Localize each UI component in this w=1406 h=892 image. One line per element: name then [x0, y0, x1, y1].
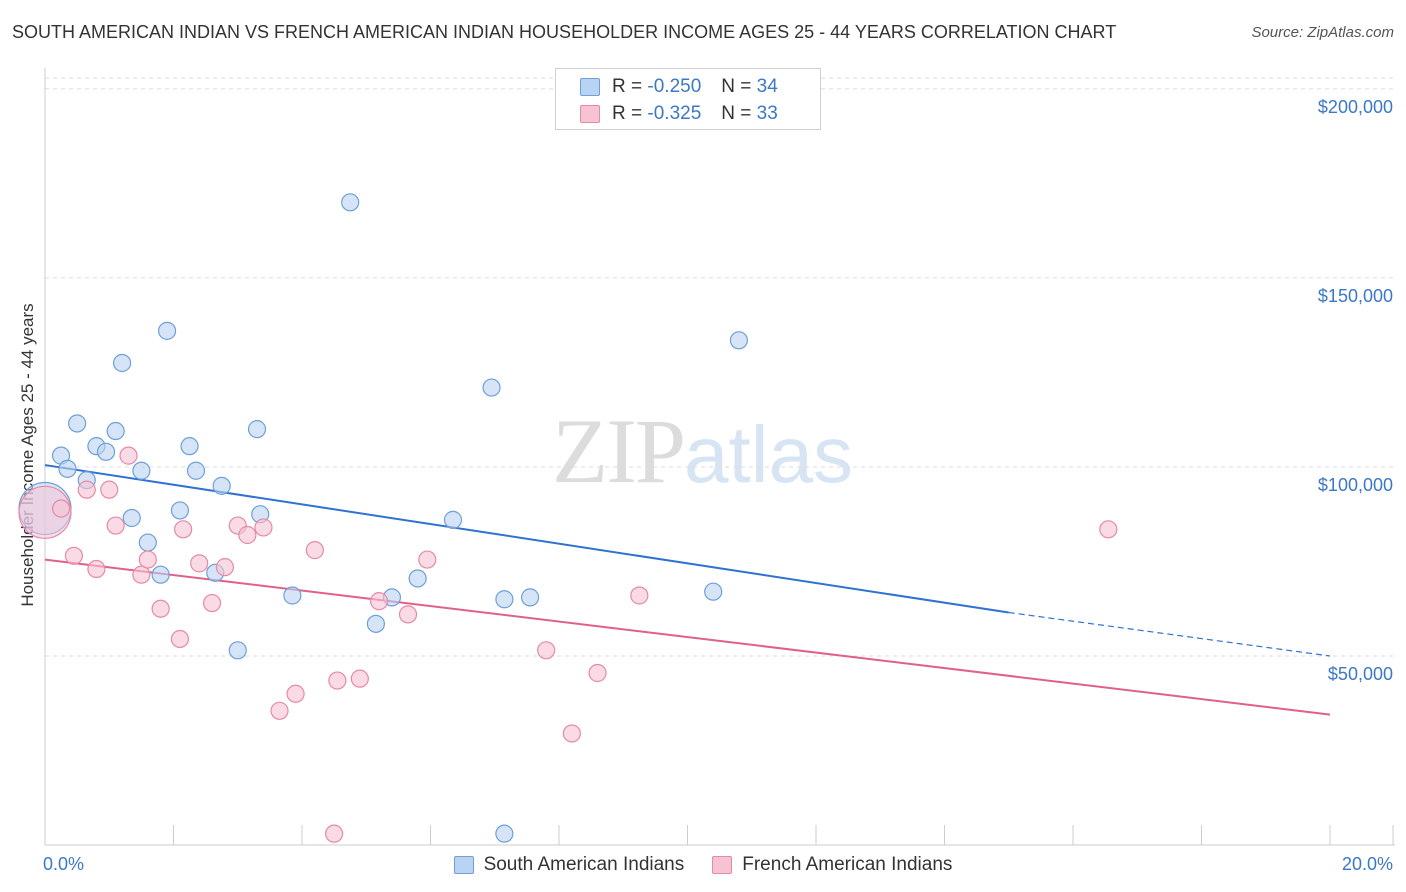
legend-row-french-american: R = -0.325 N = 33 — [580, 102, 778, 126]
y-tick-label: $200,000 — [1318, 97, 1393, 117]
data-point-blue — [247, 420, 267, 439]
data-point-pink — [305, 541, 324, 560]
data-point-pink — [106, 516, 125, 535]
n-label: N = — [721, 76, 752, 97]
data-point-blue — [341, 193, 360, 212]
x-tick-label: 0.0% — [43, 854, 84, 874]
data-point-blue — [106, 421, 125, 441]
y-tick-label: $100,000 — [1318, 475, 1393, 495]
trend-line-blue — [44, 464, 1009, 614]
axis-layer — [44, 68, 1395, 846]
data-point-pink — [286, 684, 305, 703]
n-value: 34 — [756, 76, 778, 97]
y-tick-label: $150,000 — [1318, 286, 1393, 306]
series-legend: South American Indians French American I… — [0, 852, 1406, 878]
trend-line-pink — [44, 558, 1331, 716]
data-point-pink — [51, 499, 71, 518]
x-tick-label: 20.0% — [1342, 854, 1393, 874]
data-point-blue — [212, 476, 231, 495]
data-point-pink — [100, 480, 119, 499]
data-point-blue — [151, 565, 170, 584]
data-point-blue — [122, 508, 141, 528]
r-label: R = — [612, 76, 643, 97]
data-point-blue — [704, 582, 723, 601]
data-point-pink — [418, 550, 437, 569]
trend-line-extension-blue — [1008, 611, 1331, 657]
data-point-blue — [495, 824, 514, 843]
legend-label: South American Indians — [483, 854, 685, 875]
source-label: Source: ZipAtlas.com — [1251, 24, 1394, 41]
legend-row-south-american: R = -0.250 N = 34 — [580, 75, 778, 99]
data-point-blue — [366, 614, 385, 633]
data-point-pink — [270, 701, 289, 720]
data-point-blue — [495, 590, 514, 609]
trend-layer — [44, 464, 1331, 716]
blue-swatch — [453, 856, 474, 874]
stats-legend: R = -0.250 N = 34 R = -0.325 N = 33 — [555, 68, 821, 130]
data-point-pink — [350, 669, 369, 688]
r-value: -0.250 — [647, 76, 702, 97]
data-point-blue — [186, 461, 206, 480]
y-tick-label: $50,000 — [1328, 664, 1393, 684]
data-point-pink — [328, 671, 347, 690]
legend-label: French American Indians — [742, 854, 953, 875]
data-point-blue — [96, 442, 116, 461]
data-point-pink — [588, 663, 607, 683]
data-point-blue — [228, 641, 247, 660]
data-point-pink — [119, 446, 138, 465]
data-point-blue — [157, 321, 177, 340]
data-point-blue — [283, 586, 302, 605]
data-point-pink — [190, 554, 209, 573]
data-point-pink — [562, 724, 581, 743]
pink-swatch — [712, 856, 733, 874]
data-point-pink — [238, 525, 257, 545]
data-point-pink — [325, 824, 344, 843]
data-point-blue — [180, 437, 199, 456]
data-point-pink — [398, 605, 418, 624]
data-point-pink — [138, 550, 157, 569]
r-label: R = — [612, 103, 643, 124]
data-point-blue — [68, 414, 87, 433]
point-layer — [18, 193, 1118, 843]
data-point-pink — [630, 586, 649, 605]
data-point-pink — [87, 559, 106, 579]
data-point-blue — [408, 569, 427, 588]
data-point-pink — [202, 593, 222, 613]
r-value: -0.325 — [647, 103, 702, 124]
data-point-blue — [170, 501, 190, 520]
n-value: 33 — [756, 103, 778, 124]
data-point-blue — [132, 461, 151, 480]
n-label: N = — [721, 103, 752, 124]
tick-label-layer: $50,000 $100,000 $150,000 $200,000 0.0% 20.0% — [43, 97, 1393, 874]
chart-title: SOUTH AMERICAN INDIAN VS FRENCH AMERICAN… — [12, 22, 1117, 42]
data-point-blue — [520, 588, 540, 607]
blue-swatch — [580, 78, 600, 96]
data-point-pink — [215, 558, 234, 577]
data-point-blue — [482, 378, 501, 397]
data-point-pink — [370, 592, 389, 611]
data-point-blue — [138, 533, 157, 552]
data-point-pink — [254, 518, 273, 537]
data-point-pink — [77, 480, 96, 499]
pink-swatch — [580, 105, 600, 123]
data-point-blue — [58, 459, 77, 478]
legend-item-french-american: French American Indians — [712, 854, 952, 876]
data-point-pink — [1099, 520, 1118, 539]
data-point-pink — [151, 599, 170, 618]
data-point-pink — [170, 629, 190, 649]
data-point-pink — [132, 565, 151, 584]
legend-item-south-american: South American Indians — [453, 854, 685, 876]
data-point-blue — [729, 331, 749, 350]
data-point-pink — [18, 485, 72, 539]
data-point-blue — [443, 510, 463, 529]
data-point-pink — [537, 641, 556, 660]
data-point-pink — [64, 546, 84, 565]
data-point-pink — [174, 520, 193, 539]
data-point-blue — [112, 353, 132, 373]
